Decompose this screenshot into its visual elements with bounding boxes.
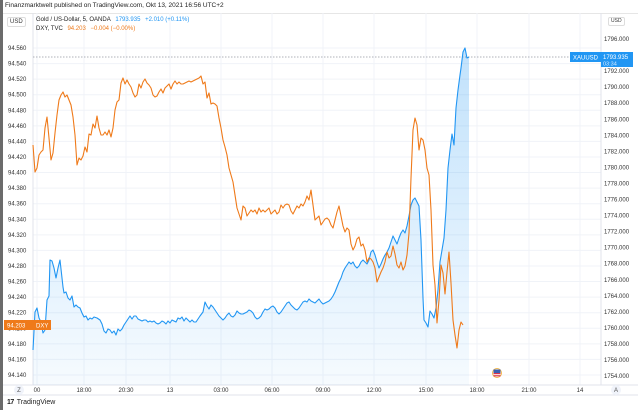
right-tick-label: 1756.000 bbox=[604, 358, 630, 364]
right-tick-label: 1766.000 bbox=[604, 278, 630, 284]
right-tick-label: 1788.000 bbox=[604, 101, 630, 107]
left-tick-label: 94.560 bbox=[8, 46, 27, 52]
left-tick-label: 94.140 bbox=[8, 373, 27, 379]
left-tick-label: 94.440 bbox=[8, 139, 27, 145]
left-currency-label[interactable]: USD bbox=[7, 17, 26, 27]
right-currency-label[interactable]: USD bbox=[608, 17, 625, 26]
auto-scale-button[interactable]: A bbox=[611, 385, 621, 395]
legend-row-dxy[interactable]: DXY, TVC 94.203 −0.004 (−0.00%) bbox=[36, 25, 192, 34]
footer: 17 TradingView bbox=[3, 395, 638, 409]
right-tick-label: 1790.000 bbox=[604, 85, 630, 91]
gold-symbol-name: Gold / US-Dollar, 5, OANDA bbox=[36, 17, 111, 23]
left-tick-label: 94.340 bbox=[8, 217, 27, 223]
xauusd-line[interactable] bbox=[32, 47, 470, 351]
xauusd-area-fill bbox=[33, 48, 469, 385]
dxy-symbol-name: DXY, TVC bbox=[36, 25, 63, 32]
svg-text:DXY: DXY bbox=[36, 324, 48, 330]
gold-change: +2.010 (+0.11%) bbox=[145, 17, 190, 23]
right-tick-label: 1772.000 bbox=[604, 230, 630, 236]
us-flag-event-icon[interactable] bbox=[492, 368, 502, 378]
time-tick-label: 21:00 bbox=[521, 388, 537, 394]
dxy-price-label: 94.203 DXY bbox=[4, 320, 51, 330]
svg-text:A: A bbox=[614, 388, 618, 394]
published-caption: Finanzmarktwelt published on TradingView… bbox=[5, 2, 224, 9]
right-tick-label: 1758.000 bbox=[604, 342, 630, 348]
right-tick-label: 1782.000 bbox=[604, 149, 630, 155]
time-axis[interactable]: 00 18:00 20:30 13 03:00 06:00 09:00 12:00 15:00 1… bbox=[34, 388, 584, 394]
dxy-line[interactable] bbox=[32, 75, 464, 349]
zoom-button[interactable]: Z bbox=[14, 385, 24, 395]
time-tick-label: 03:00 bbox=[213, 388, 229, 394]
right-tick-label: 1754.000 bbox=[604, 374, 630, 380]
dxy-change: −0.004 (−0.00%) bbox=[90, 25, 136, 32]
time-tick-label: 09:00 bbox=[315, 388, 331, 394]
tradingview-logo-icon[interactable]: 17 bbox=[7, 398, 14, 406]
time-tick-label: 06:00 bbox=[264, 388, 280, 394]
left-tick-label: 94.180 bbox=[8, 342, 27, 348]
right-tick-label: 1770.000 bbox=[604, 246, 630, 252]
svg-text:XAUUSD: XAUUSD bbox=[573, 56, 599, 62]
time-tick-label: 00 bbox=[34, 388, 41, 394]
right-tick-label: 1786.000 bbox=[604, 117, 630, 123]
time-tick-label: 13 bbox=[167, 388, 174, 394]
right-tick-label: 1780.000 bbox=[604, 165, 630, 171]
right-tick-label: 1768.000 bbox=[604, 262, 630, 268]
left-tick-label: 94.480 bbox=[8, 108, 27, 114]
time-tick-label: 20:30 bbox=[118, 388, 134, 394]
time-tick-label: 12:00 bbox=[366, 388, 382, 394]
right-tick-label: 1796.000 bbox=[604, 37, 630, 43]
left-tick-label: 94.280 bbox=[8, 264, 27, 270]
svg-text:94.203: 94.203 bbox=[7, 324, 26, 330]
left-tick-label: 94.320 bbox=[8, 233, 27, 239]
left-tick-label: 94.300 bbox=[8, 248, 27, 254]
right-tick-label: 1774.000 bbox=[604, 214, 630, 220]
svg-text:Z: Z bbox=[17, 388, 21, 394]
left-tick-label: 94.420 bbox=[8, 155, 27, 161]
right-tick-label: 1760.000 bbox=[604, 326, 630, 332]
right-tick-label: 1776.000 bbox=[604, 198, 630, 204]
xauusd-price-label: XAUUSD 1793.935 03:34 bbox=[570, 52, 633, 68]
left-tick-label: 94.160 bbox=[8, 357, 27, 363]
left-tick-label: 94.360 bbox=[8, 202, 27, 208]
right-tick-label: 1778.000 bbox=[604, 181, 630, 187]
right-tick-label: 1784.000 bbox=[604, 133, 630, 139]
time-tick-label: 18:00 bbox=[469, 388, 485, 394]
chart-legend: Gold / US-Dollar, 5, OANDA 1793.935 +2.0… bbox=[36, 16, 192, 33]
dxy-last-value: 94.203 bbox=[67, 25, 86, 32]
left-tick-label: 94.540 bbox=[8, 62, 27, 68]
left-tick-label: 94.400 bbox=[8, 171, 27, 177]
right-tick-label: 1764.000 bbox=[604, 294, 630, 300]
time-tick-label: 18:00 bbox=[76, 388, 92, 394]
grid-lines bbox=[33, 13, 601, 385]
time-tick-label: 15:00 bbox=[418, 388, 434, 394]
right-price-axis[interactable]: 1796.0001794.0001792.0001790.0001788.000… bbox=[604, 37, 630, 380]
left-tick-label: 94.260 bbox=[8, 280, 27, 286]
left-tick-label: 94.220 bbox=[8, 311, 27, 317]
left-tick-label: 94.500 bbox=[8, 93, 27, 99]
left-tick-label: 94.380 bbox=[8, 186, 27, 192]
svg-text:03:34: 03:34 bbox=[603, 62, 617, 68]
left-tick-label: 94.460 bbox=[8, 124, 27, 130]
tradingview-brand[interactable]: TradingView bbox=[16, 398, 56, 406]
time-tick-label: 14 bbox=[577, 388, 584, 394]
legend-row-gold[interactable]: Gold / US-Dollar, 5, OANDA 1793.935 +2.0… bbox=[36, 16, 192, 25]
left-tick-label: 94.520 bbox=[8, 77, 27, 83]
right-tick-label: 1762.000 bbox=[604, 310, 630, 316]
svg-text:1793.935: 1793.935 bbox=[603, 55, 629, 61]
right-tick-label: 1792.000 bbox=[604, 69, 630, 75]
gold-last-value: 1793.935 bbox=[115, 17, 141, 23]
left-tick-label: 94.240 bbox=[8, 295, 27, 301]
